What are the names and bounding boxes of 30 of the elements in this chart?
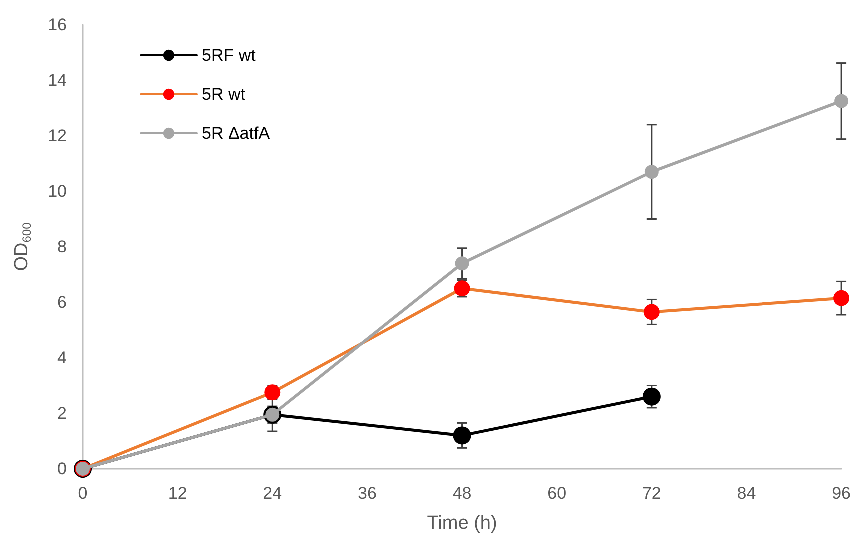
y-tick-label: 2	[58, 404, 67, 423]
point	[834, 290, 850, 306]
x-tick-label: 84	[737, 484, 756, 503]
y-axis-title: OD600	[12, 222, 34, 272]
y-tick-label: 4	[58, 348, 67, 368]
x-tick-label: 24	[263, 484, 282, 503]
x-tick-label: 0	[78, 484, 88, 503]
y-tick-label: 0	[58, 460, 67, 478]
x-tick-label: 60	[548, 484, 567, 503]
y-tick-label: 12	[48, 126, 67, 146]
x-tick-label: 72	[642, 484, 662, 503]
y-tick-label: 14	[48, 71, 67, 90]
y-tick-label: 16	[48, 16, 67, 34]
point	[642, 388, 661, 406]
point	[644, 165, 659, 180]
point	[453, 426, 472, 445]
x-tick-label: 48	[452, 484, 472, 503]
legend-label: 5RF wt	[202, 46, 256, 65]
x-tick-label: 36	[358, 484, 377, 503]
y-tick-label: 8	[58, 238, 67, 256]
point	[455, 256, 470, 271]
x-tick-label: 96	[832, 484, 852, 503]
legend-label: 5R ΔatfA	[202, 124, 271, 143]
y-tick-label: 6	[58, 293, 67, 312]
x-tick-label: 12	[168, 484, 188, 503]
legend-label: 5R wt	[202, 85, 246, 104]
point	[644, 304, 660, 320]
x-axis-title: Time (h)	[427, 513, 498, 534]
y-tick-label: 10	[48, 182, 67, 201]
point	[834, 94, 849, 108]
